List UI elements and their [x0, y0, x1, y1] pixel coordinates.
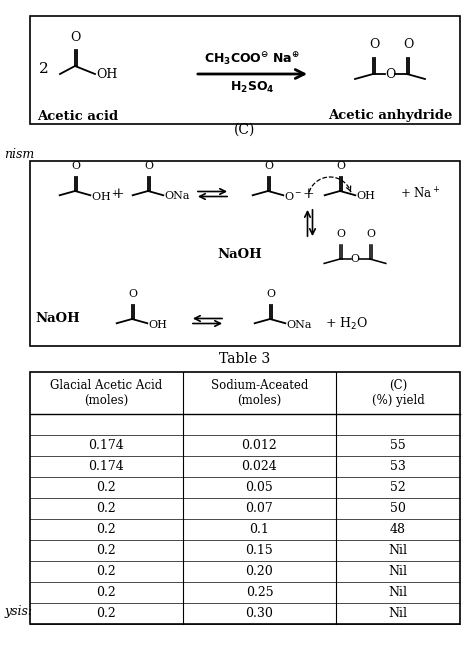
Bar — [30, 161, 460, 346]
Text: O: O — [72, 162, 81, 171]
Text: O: O — [145, 162, 154, 171]
Text: +: + — [112, 187, 124, 201]
Text: $\mathbf{H_2SO_4}$: $\mathbf{H_2SO_4}$ — [230, 79, 274, 95]
Text: Glacial Acetic Acid
(moles): Glacial Acetic Acid (moles) — [50, 379, 163, 407]
Text: 0.1: 0.1 — [250, 523, 269, 536]
Text: 0.2: 0.2 — [97, 565, 117, 578]
Text: 48: 48 — [390, 523, 406, 536]
Bar — [30, 16, 460, 124]
Text: Nil: Nil — [389, 565, 408, 578]
Text: NaOH: NaOH — [36, 313, 81, 326]
Text: Nil: Nil — [389, 607, 408, 620]
Text: (C): (C) — [234, 123, 255, 137]
Text: + Na$^+$: + Na$^+$ — [400, 186, 441, 201]
Text: 52: 52 — [390, 481, 406, 494]
Text: 53: 53 — [390, 460, 406, 473]
Text: O: O — [350, 254, 359, 264]
Text: O: O — [266, 290, 275, 300]
Text: 0.174: 0.174 — [89, 439, 124, 452]
Text: $\mathbf{CH_3COO^{\ominus}\ Na^{\oplus}}$: $\mathbf{CH_3COO^{\ominus}\ Na^{\oplus}}… — [204, 49, 300, 67]
Text: 0.2: 0.2 — [97, 481, 117, 494]
Text: O: O — [128, 290, 137, 300]
Text: OH$^+$: OH$^+$ — [91, 188, 119, 204]
Text: ysis:: ysis: — [4, 606, 32, 619]
Text: 0.20: 0.20 — [246, 565, 273, 578]
Text: Nil: Nil — [389, 586, 408, 599]
Text: 0.05: 0.05 — [246, 481, 273, 494]
Text: 0.2: 0.2 — [97, 523, 117, 536]
Text: Acetic anhydride: Acetic anhydride — [328, 109, 452, 122]
Text: 0.174: 0.174 — [89, 460, 124, 473]
Text: + H$_2$O: + H$_2$O — [325, 316, 368, 332]
Text: ONa: ONa — [164, 191, 190, 201]
Text: O: O — [264, 162, 273, 171]
Text: OH: OH — [356, 191, 375, 201]
Text: Nil: Nil — [389, 544, 408, 557]
Text: OH: OH — [96, 69, 118, 82]
Text: 50: 50 — [390, 502, 406, 515]
Text: O: O — [403, 38, 413, 51]
Text: OH: OH — [148, 320, 167, 330]
Text: O: O — [366, 229, 375, 239]
Text: O: O — [337, 229, 346, 239]
Bar — [30, 372, 460, 624]
Text: 0.2: 0.2 — [97, 586, 117, 599]
Text: 0.07: 0.07 — [246, 502, 273, 515]
Text: O: O — [385, 67, 395, 80]
Text: Sodium-Aceated
(moles): Sodium-Aceated (moles) — [211, 379, 308, 407]
Text: O: O — [70, 31, 80, 44]
Text: Acetic acid: Acetic acid — [37, 109, 118, 122]
Text: 0.012: 0.012 — [242, 439, 277, 452]
Text: 0.2: 0.2 — [97, 544, 117, 557]
Text: 0.2: 0.2 — [97, 502, 117, 515]
Text: O: O — [337, 162, 346, 171]
Text: Table 3: Table 3 — [219, 352, 271, 366]
Text: ONa: ONa — [286, 320, 311, 330]
Text: 2: 2 — [39, 62, 49, 76]
Text: nism: nism — [4, 148, 34, 160]
Text: 0.25: 0.25 — [246, 586, 273, 599]
Text: 0.2: 0.2 — [97, 607, 117, 620]
Text: 0.15: 0.15 — [246, 544, 273, 557]
Text: O: O — [369, 38, 379, 51]
Text: 55: 55 — [390, 439, 406, 452]
Text: (C)
(%) yield: (C) (%) yield — [372, 379, 424, 407]
Text: O$^-$: O$^-$ — [284, 190, 302, 202]
Text: NaOH: NaOH — [218, 247, 263, 260]
Text: 0.024: 0.024 — [242, 460, 277, 473]
Text: +: + — [302, 187, 314, 201]
Text: 0.30: 0.30 — [246, 607, 273, 620]
